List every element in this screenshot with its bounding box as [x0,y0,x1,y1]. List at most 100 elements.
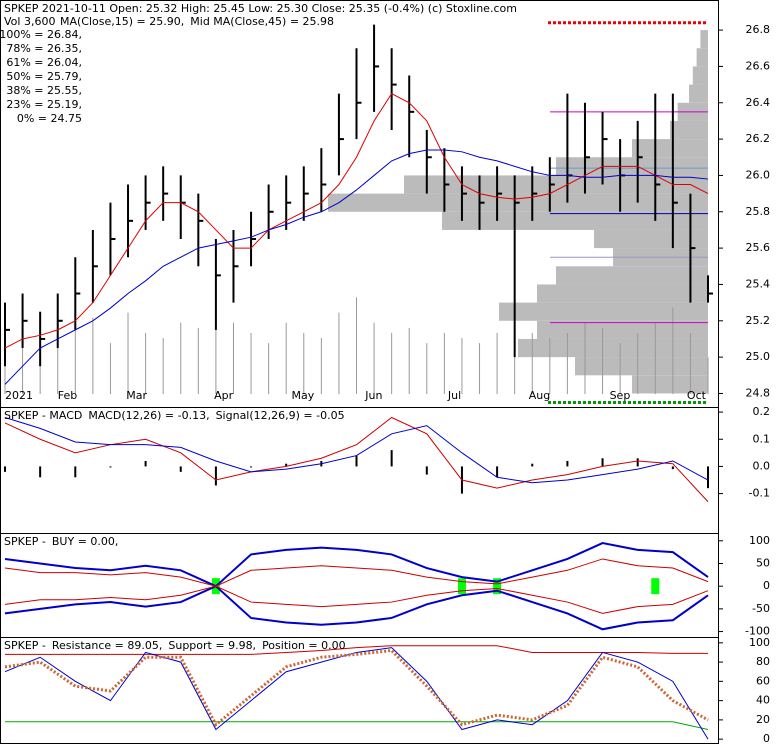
volume-bar [74,327,76,394]
panel-label: SPKEP - [4,639,46,652]
macd-histogram [355,455,358,467]
buy-signal [651,578,660,595]
panel-label: SPKEP - MACD [4,409,82,422]
indicator-line [4,542,709,588]
x-tick-label: 2021 [5,389,33,402]
panel-label: MACD(12,26) = -0.13, [88,409,209,422]
x-tick-label: Jul [447,389,461,402]
level-label: 23% = 25.19, [6,98,82,111]
volume-profile-bar [537,320,708,339]
macd-histogram [109,466,112,468]
volume-bar [268,343,270,394]
macd-histogram [707,466,709,489]
indicator-line [5,721,709,731]
volume-profile-bar [594,229,708,249]
indicator-line [4,585,709,614]
macd-histogram [566,460,569,467]
y-tick-label: 26.2 [746,132,771,145]
volume-profile-bar [700,30,708,49]
volume-bar [566,332,568,394]
volume-bar [180,322,182,394]
volume-bar [197,327,199,394]
y-tick-label: 20 [756,713,770,726]
panel-label: Position = 0.00 [262,639,346,652]
macd-histogram [390,450,393,467]
volume-bar [496,332,498,394]
volume-bar [654,322,656,394]
volume-bar [391,332,393,394]
volume-bar [637,332,639,394]
indicator-line [4,416,709,503]
indicator-line [4,648,709,728]
ma-line [4,149,709,385]
volume-bar [461,338,463,394]
volume-profile-bar [442,211,708,230]
panel-label: Support = 9.98, [168,639,256,652]
macd-histogram [179,466,182,472]
y-tick-label: -0.1 [749,487,770,500]
volume-bar [57,312,59,394]
y-tick-label: 100 [749,636,770,649]
volume-bar [162,338,164,394]
macd-histogram [636,458,639,467]
volume-bar [689,332,691,394]
indicator-line [4,558,709,587]
volume-profile-bar [556,266,708,285]
volume-bar [145,332,147,394]
volume-bar [707,357,709,394]
x-tick-label: Jun [364,389,382,402]
volume-profile-bar [696,48,708,67]
level-label: 50% = 25.79, [6,70,82,83]
y-tick-label: 0 [763,732,770,745]
macd-histogram [531,463,534,467]
volume-profile-bar [670,120,708,140]
y-tick-label: 100 [749,534,770,547]
indicator-line [5,645,708,655]
volume-bar [92,317,94,394]
volume-bar [584,322,586,394]
volume-bar [443,332,445,394]
volume-bar [602,327,604,394]
macd-histogram [144,460,147,467]
level-label: 100% = 26.84, [0,28,82,41]
volume-bar [215,302,217,394]
x-tick-label: Apr [214,389,234,402]
volume-profile-bar [499,302,708,321]
volume-bar [373,322,375,394]
macd-histogram [39,466,42,478]
ma-line [4,93,709,349]
volume-bar [338,312,340,394]
macd-frame [0,407,719,534]
level-label: 0% = 24.75 [17,112,82,125]
volume-bar [549,338,551,394]
y-tick-label: 80 [756,655,770,668]
volume-bar [285,322,287,394]
y-tick-label: 26.6 [746,59,771,72]
y-tick-label: 60 [756,674,770,687]
y-tick-label: 0.0 [753,459,771,472]
y-tick-label: 26.4 [746,96,771,109]
volume-profile-bar [575,357,708,376]
y-tick-label: 0 [763,579,770,592]
macd-histogram [425,466,428,475]
level-label: 38% = 25.55, [6,84,82,97]
x-tick-label: Oct [687,389,707,402]
buy-signal [493,578,502,595]
y-tick-label: -100 [745,625,770,638]
y-tick-label: 25.0 [746,350,771,363]
volume-bar [127,312,129,394]
volume-bar [408,327,410,394]
ma-label: MA(Close,15) = 25.90, [60,15,184,28]
volume-bar [250,332,252,394]
volume-profile-bar [689,84,708,103]
x-tick-label: Mar [126,389,147,402]
volume-profile-bar [692,66,708,85]
x-tick-label: Sep [610,389,631,402]
chart-title: SPKEP 2021-10-11 Open: 25.32 High: 25.45… [4,2,517,15]
panel-label: Signal(12,26,9) = -0.05 [216,409,345,422]
indicator-line [4,585,709,631]
y-tick-label: 25.6 [746,241,771,254]
y-tick-label: 25.8 [746,205,771,218]
volume-profile-bar [632,375,708,394]
